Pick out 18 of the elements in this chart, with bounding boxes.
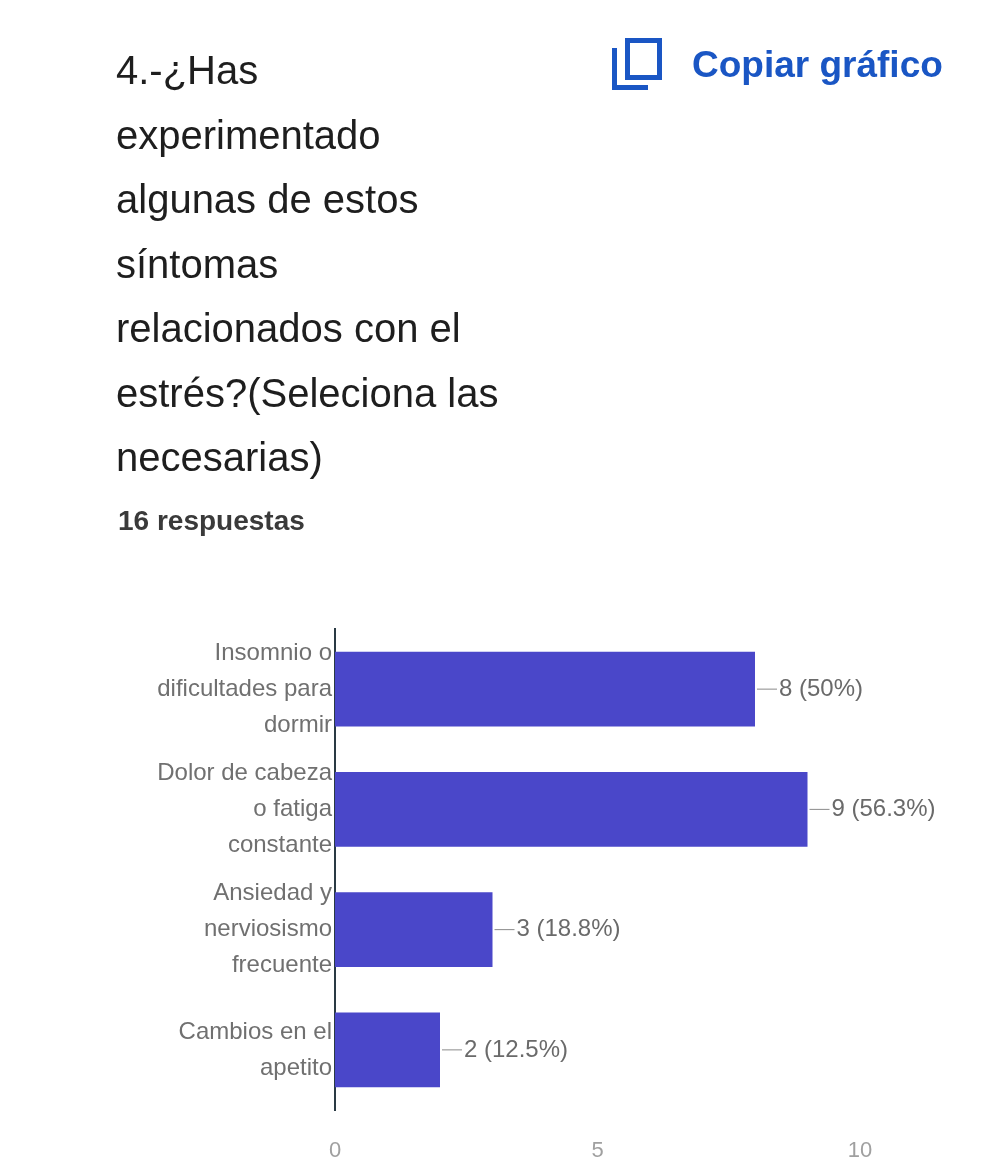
chart-subtitle: 16 respuestas [118,505,305,537]
bar [335,651,755,727]
bar [335,892,493,967]
data-label: 2 (12.5%) [464,1034,569,1062]
bar [335,772,808,847]
data-label: 8 (50%) [779,673,864,701]
data-label: 3 (18.8%) [516,914,621,942]
y-tick-label: Dolor de cabeza o fatiga constante [157,758,333,857]
y-tick-label: Cambios en el apetito [178,1016,332,1080]
chart-title: 4.-¿Has experimentado algunas de estos síntomas relacionados con el estrés?(Seleciona las necesarias) [116,47,500,481]
bar [335,1012,440,1088]
x-tick-label: 5 [591,1137,604,1163]
x-tick-label: 10 [847,1137,873,1163]
y-tick-label: Insomnio o dificultades para dormir [157,637,333,737]
y-tick-label: Ansiedad y nerviosismo frecuente [203,878,332,978]
data-label: 9 (56.3%) [831,794,936,821]
x-tick-label: 0 [328,1137,342,1163]
text: Copiar gráfico [692,44,943,86]
